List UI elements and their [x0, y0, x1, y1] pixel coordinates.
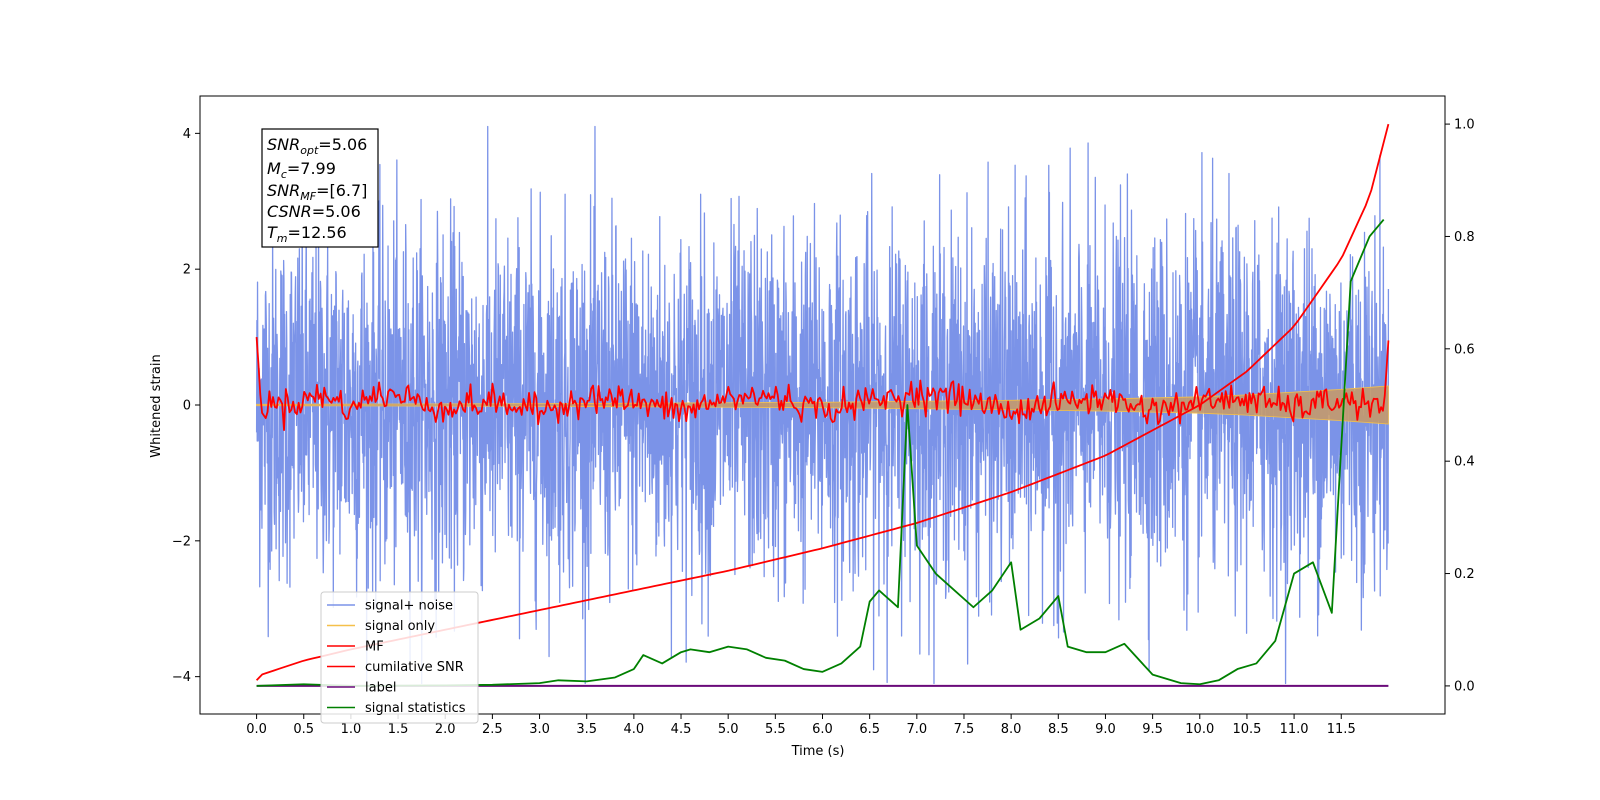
y-axis-right: 1.0 0.8 0.6 0.4 0.2 0.0 — [1445, 118, 1475, 694]
signal-noise-line — [255, 125, 1390, 685]
y-left-tick-label: −4 — [172, 670, 191, 685]
legend-label: signal only — [365, 619, 435, 634]
y-right-tick-label: 0.8 — [1454, 230, 1475, 245]
x-tick-label: 3.0 — [529, 722, 550, 737]
x-tick-label: 10.0 — [1185, 722, 1214, 737]
x-tick-label: 11.0 — [1280, 722, 1309, 737]
x-tick-label: 11.5 — [1327, 722, 1356, 737]
annotation-tm: Tm=12.56 — [267, 223, 347, 245]
legend: signal+ noise signal only MF cumilative … — [320, 591, 479, 724]
y-right-tick-label: 1.0 — [1454, 118, 1475, 133]
mf-line — [255, 337, 1390, 431]
series-signal-noise — [255, 125, 1390, 685]
y-right-tick-label: 0.2 — [1454, 567, 1475, 582]
x-tick-label: 5.5 — [765, 722, 786, 737]
x-tick-label: 7.5 — [954, 722, 975, 737]
annotation-snr-opt: SNRopt=5.06 — [267, 135, 367, 157]
y-right-tick-label: 0.0 — [1454, 679, 1475, 694]
legend-entry-signal-only: signal only — [327, 619, 435, 634]
annotation-mc: Mc=7.99 — [267, 159, 336, 181]
x-tick-label: 10.5 — [1232, 722, 1261, 737]
annotation-csnr: CSNR=5.06 — [267, 202, 361, 221]
x-tick-label: 0.0 — [246, 722, 267, 737]
x-tick-label: 8.5 — [1048, 722, 1069, 737]
legend-label: label — [365, 681, 396, 696]
legend-entry-signal-statistics: signal statistics — [327, 701, 466, 716]
x-tick-label: 1.0 — [341, 722, 362, 737]
x-tick-label: 0.5 — [293, 722, 314, 737]
y-left-tick-label: −2 — [172, 534, 191, 549]
legend-label: signal statistics — [365, 701, 466, 716]
legend-entry-cumulative-snr: cumilative SNR — [327, 660, 464, 675]
legend-label: signal+ noise — [365, 599, 453, 614]
x-tick-label: 6.5 — [859, 722, 880, 737]
x-tick-label: 2.0 — [435, 722, 456, 737]
x-tick-label: 1.5 — [388, 722, 409, 737]
x-tick-label: 4.5 — [671, 722, 692, 737]
y-right-tick-label: 0.6 — [1454, 342, 1475, 357]
x-tick-label: 6.0 — [812, 722, 833, 737]
legend-entry-signal-noise: signal+ noise — [327, 599, 453, 614]
annotation-frame — [261, 128, 379, 248]
legend-entry-label: label — [327, 681, 396, 696]
x-tick-label: 8.0 — [1001, 722, 1022, 737]
annotation-snr-mf: SNRMF=[6.7] — [267, 181, 367, 203]
y-left-tick-label: 4 — [183, 127, 191, 142]
series-signal-statistics — [256, 219, 1385, 687]
x-axis-label: Time (s) — [791, 744, 845, 759]
x-tick-label: 2.5 — [482, 722, 503, 737]
y-left-tick-label: 0 — [183, 399, 191, 414]
x-tick-label: 5.0 — [718, 722, 739, 737]
legend-label: cumilative SNR — [365, 660, 464, 675]
x-axis: 0.0 0.5 1.0 1.5 2.0 2.5 3.0 3.5 4.0 4.5 5.0 5.5 6.0 6… — [246, 714, 1356, 737]
x-tick-label: 9.5 — [1142, 722, 1163, 737]
y-axis-left: 4 2 0 −2 −4 — [172, 127, 200, 685]
snr-annotation-box: SNRopt=5.06 Mc=7.99 SNRMF=[6.7] CSNR=5.0… — [261, 128, 379, 248]
x-tick-label: 9.0 — [1095, 722, 1116, 737]
y-left-tick-label: 2 — [183, 263, 191, 278]
legend-label: MF — [365, 640, 384, 655]
x-tick-label: 7.0 — [906, 722, 927, 737]
legend-entry-mf: MF — [327, 640, 384, 655]
y-right-tick-label: 0.4 — [1454, 455, 1475, 470]
x-tick-label: 4.0 — [624, 722, 645, 737]
legend-frame — [320, 591, 479, 724]
signal-statistics-line — [256, 219, 1385, 687]
series-mf — [255, 337, 1390, 431]
y-axis-label: Whitened strain — [149, 354, 164, 457]
x-tick-label: 3.5 — [576, 722, 597, 737]
